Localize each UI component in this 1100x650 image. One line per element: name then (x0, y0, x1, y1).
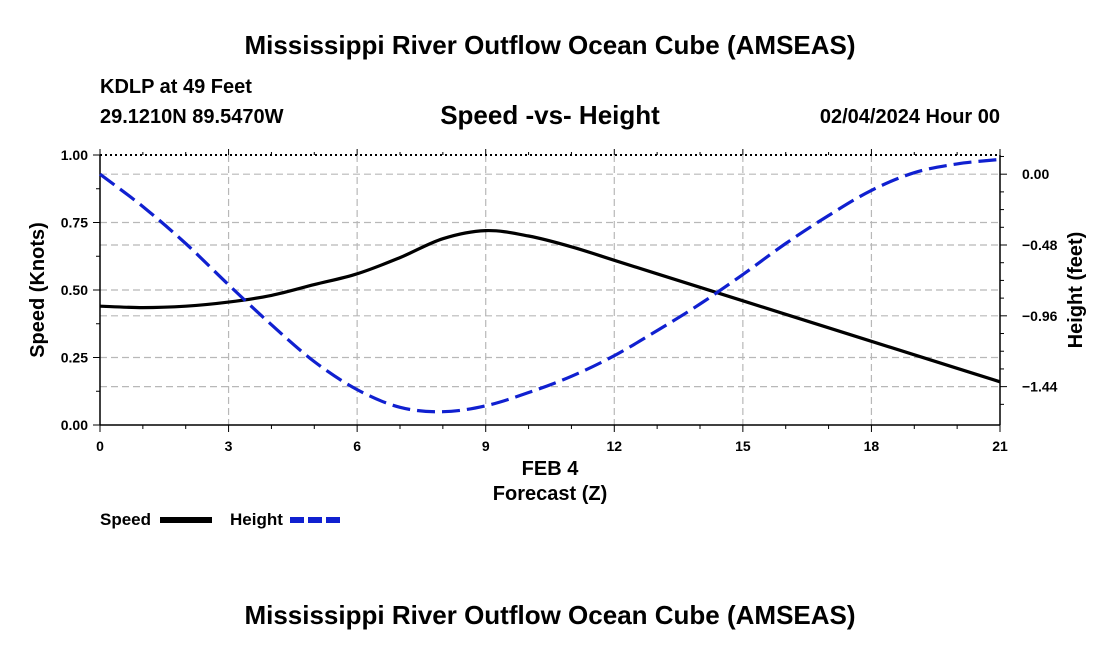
y2-tick-label: −0.48 (1022, 237, 1058, 253)
legend-speed-swatch (160, 517, 212, 523)
y-tick-label: 1.00 (61, 147, 88, 163)
secondary-title: Mississippi River Outflow Ocean Cube (AM… (244, 600, 856, 630)
x-sublabel: FEB 4 (522, 458, 580, 480)
series-line-height (99, 157, 1001, 414)
station-label: KDLP at 49 Feet (100, 76, 252, 98)
legend-height-swatch (290, 517, 342, 523)
legend-height-label: Height (230, 510, 283, 529)
y2-tick-label: 0.00 (1022, 166, 1049, 182)
legend-speed-label: Speed (100, 510, 152, 529)
main-title: Mississippi River Outflow Ocean Cube (AM… (244, 30, 856, 60)
grid-lines (100, 155, 1000, 425)
coordinates-label: 29.1210N 89.5470W (100, 106, 284, 128)
y-tick-label: 0.50 (61, 282, 88, 298)
y2-tick-label: −1.44 (1022, 379, 1058, 395)
x-tick-label: 21 (992, 438, 1008, 454)
axes (93, 149, 1007, 432)
y-tick-label: 0.25 (61, 350, 88, 366)
y-tick-label: 0.75 (61, 215, 88, 231)
chart-title: Speed -vs- Height (440, 100, 660, 130)
series-line-speed (99, 228, 1001, 384)
tick-labels: 0 3 6 9 12 15 18 21 0.00 0.25 0.50 0.75 1.00 0.00 −0.4… (61, 147, 1058, 454)
date-label: 02/04/2024 Hour 00 (819, 106, 1000, 128)
x-tick-label: 12 (606, 438, 622, 454)
x-tick-label: 18 (864, 438, 880, 454)
series-lines (99, 157, 1001, 414)
y-axis-label: Speed (Knots) (27, 222, 49, 358)
x-tick-label: 0 (96, 438, 104, 454)
x-axis-label: Forecast (Z) (493, 483, 607, 505)
x-tick-label: 15 (735, 438, 751, 454)
x-tick-label: 6 (353, 438, 361, 454)
y2-axis-label: Height (feet) (1065, 232, 1087, 349)
x-tick-label: 3 (225, 438, 233, 454)
y2-tick-label: −0.96 (1022, 308, 1058, 324)
y-tick-label: 0.00 (61, 417, 88, 433)
x-tick-label: 9 (482, 438, 490, 454)
